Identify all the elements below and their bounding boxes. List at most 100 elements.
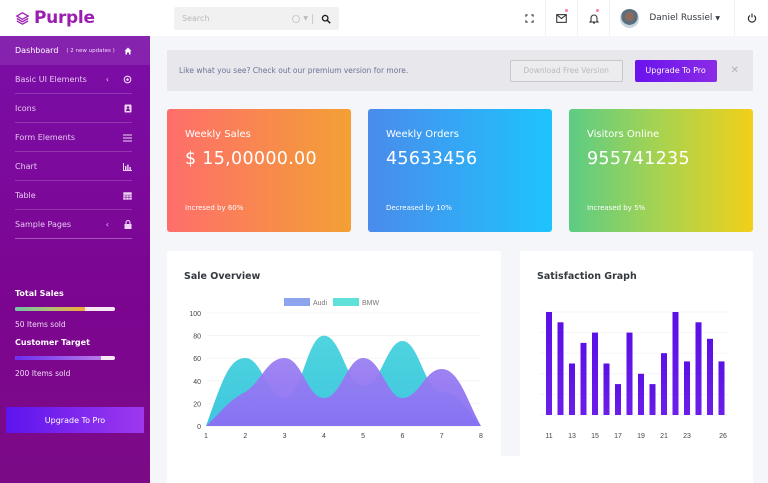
svg-text:26: 26: [719, 433, 727, 440]
svg-text:1: 1: [204, 433, 208, 440]
customer-target-title: Customer Target: [15, 338, 90, 347]
svg-text:13: 13: [568, 433, 576, 440]
svg-text:5: 5: [361, 433, 365, 440]
search-icon[interactable]: [321, 14, 331, 24]
svg-text:100: 100: [189, 311, 201, 318]
updates-badge: ( 2 new updates ): [66, 47, 115, 54]
y-axis-labels: 100 80 60 40 20 0: [189, 311, 201, 431]
svg-text:8: 8: [479, 433, 483, 440]
svg-text:40: 40: [193, 379, 201, 386]
card-value: $ 15,00000.00: [185, 149, 317, 169]
divider: [15, 238, 132, 239]
divider: [312, 13, 313, 24]
clear-icon[interactable]: [292, 14, 301, 23]
sidebar-item-label: Table: [15, 191, 36, 200]
x-axis-labels: 1 2 3 4 5 6 7 8: [204, 433, 483, 440]
mail-icon: [556, 13, 568, 23]
total-sales-progress: [15, 307, 115, 311]
search-input[interactable]: Search: [182, 14, 210, 23]
mail-button[interactable]: [545, 0, 577, 36]
sidebar-item-label: Form Elements: [15, 133, 75, 142]
crosshair-icon: [123, 75, 132, 84]
progress-fill: [15, 307, 85, 311]
svg-text:17: 17: [614, 433, 622, 440]
x-axis-labels: 11 13 15 17 19 21 23 26: [545, 433, 727, 440]
svg-text:60: 60: [193, 356, 201, 363]
total-sales-title: Total Sales: [15, 289, 64, 298]
sidebar-item-basic-ui-elements[interactable]: Basic UI Elements ‹: [0, 65, 144, 94]
chevron-left-icon: ‹: [105, 75, 109, 84]
legend-label-bmw: BMW: [362, 300, 380, 307]
svg-text:4: 4: [322, 433, 326, 440]
brand-name: Purple: [34, 8, 95, 28]
svg-text:80: 80: [193, 334, 201, 341]
divider: [15, 209, 132, 210]
svg-text:15: 15: [591, 433, 599, 440]
search-box[interactable]: Search ▼: [174, 7, 339, 30]
sidebar-item-label: Chart: [15, 162, 37, 171]
caret-down-icon[interactable]: ▼: [303, 15, 308, 22]
divider: [15, 151, 132, 152]
card-title: Visitors Online: [587, 129, 660, 140]
sidebar-item-label: Basic UI Elements: [15, 75, 87, 84]
notification-dot: [596, 9, 600, 12]
legend: Audi BMW: [284, 298, 380, 307]
close-icon[interactable]: ✕: [730, 65, 739, 76]
notifications-button[interactable]: [577, 0, 609, 36]
svg-text:6: 6: [400, 433, 404, 440]
power-icon: [747, 13, 756, 23]
total-sales-sub: 50 Items sold: [15, 320, 66, 329]
audi-area: [206, 358, 481, 426]
panel-title: Satisfaction Graph: [537, 271, 637, 282]
customer-target-sub: 200 Items sold: [15, 369, 71, 378]
svg-text:21: 21: [660, 433, 668, 440]
sidebar-item-form-elements[interactable]: Form Elements: [0, 123, 144, 152]
table-icon: [123, 191, 132, 200]
upgrade-pro-button[interactable]: Upgrade To Pro: [634, 59, 717, 82]
sale-overview-chart: Audi BMW 100 80 60 40 20 0 1 2 3 4 5 6 7 8: [189, 298, 483, 440]
sidebar-item-sample-pages[interactable]: Sample Pages ‹: [0, 210, 144, 239]
satisfaction-panel: Satisfaction Graph: [520, 251, 753, 461]
card-title: Weekly Orders: [386, 129, 459, 140]
weekly-sales-card: Weekly Sales $ 15,00000.00 Incresed by 6…: [167, 109, 351, 232]
download-free-button[interactable]: Download Free Version: [509, 59, 623, 82]
legend-swatch-audi[interactable]: [284, 298, 310, 306]
sidebar: Dashboard ( 2 new updates ) Basic UI Ele…: [0, 36, 150, 483]
lock-icon: [123, 220, 132, 229]
sale-overview-panel: Sale Overview Audi BMW 100 80 60 40 20 0 1 2 3 4…: [167, 251, 501, 461]
sidebar-item-icons[interactable]: Icons: [0, 94, 144, 123]
card-value: 955741235: [587, 149, 690, 169]
promo-message: Like what you see? Check out our premium…: [179, 66, 409, 75]
customer-target-progress: [15, 356, 115, 360]
user-menu[interactable]: Daniel Russiel ▼: [609, 0, 734, 36]
satisfaction-chart: 11 13 15 17 19 21 23 26: [540, 311, 728, 440]
divider: [15, 238, 132, 239]
bottom-panel-left: [167, 456, 753, 483]
legend-swatch-bmw[interactable]: [333, 298, 359, 306]
sidebar-item-dashboard[interactable]: Dashboard ( 2 new updates ): [0, 36, 150, 65]
list-icon: [123, 133, 132, 142]
chevron-left-icon: ‹: [105, 220, 109, 229]
svg-text:0: 0: [197, 424, 201, 431]
sidebar-item-chart[interactable]: Chart: [0, 152, 144, 181]
legend-label-audi: Audi: [313, 300, 327, 307]
weekly-orders-card: Weekly Orders 45633456 Decreased by 10%: [368, 109, 552, 232]
logout-button[interactable]: [734, 0, 768, 36]
main-content: Like what you see? Check out our premium…: [150, 36, 768, 483]
sidebar-item-table[interactable]: Table: [0, 181, 144, 210]
sidebar-item-label: Icons: [15, 104, 36, 113]
user-name: Daniel Russiel: [649, 13, 713, 23]
promo-banner: Like what you see? Check out our premium…: [167, 50, 753, 91]
card-footer: Increased by 5%: [587, 204, 646, 212]
divider: [15, 122, 132, 123]
svg-text:3: 3: [283, 433, 287, 440]
fullscreen-button[interactable]: [513, 0, 545, 36]
card-value: 45633456: [386, 149, 478, 169]
sidebar-upgrade-button[interactable]: Upgrade To Pro: [6, 407, 144, 433]
card-title: Weekly Sales: [185, 129, 251, 140]
notification-dot: [565, 9, 569, 12]
card-footer: Decreased by 10%: [386, 204, 452, 212]
brand-logo[interactable]: Purple: [0, 0, 150, 36]
svg-text:11: 11: [545, 433, 552, 440]
contacts-icon: [123, 104, 132, 113]
